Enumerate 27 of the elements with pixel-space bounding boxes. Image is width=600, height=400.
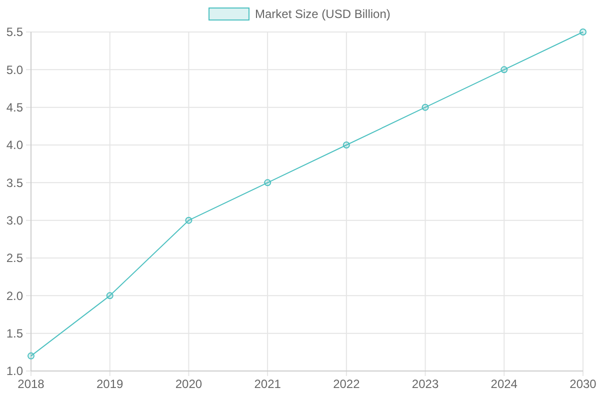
- point: [106, 292, 114, 300]
- point: [422, 104, 429, 111]
- point: [580, 28, 586, 36]
- x-tick-label: 2022: [333, 377, 360, 391]
- point: [185, 216, 192, 224]
- x-tick-label: 2024: [490, 377, 518, 391]
- point: [264, 179, 272, 186]
- x-tick-label: 2021: [254, 377, 282, 391]
- y-tick-label: 4.5: [6, 100, 24, 115]
- point: [342, 142, 350, 148]
- y-tick-label: 2.5: [6, 251, 24, 266]
- y-tick-label: 5.5: [6, 25, 24, 40]
- y-tick-label: 4.0: [6, 138, 24, 152]
- legend-label: Market Size (USD Billion): [255, 7, 390, 22]
- x-tick-label: 2020: [175, 377, 202, 391]
- y-tick-label: 3.5: [6, 176, 24, 190]
- point: [28, 352, 34, 360]
- x-tick-label: 2023: [412, 377, 439, 391]
- y-tick-label: 2.0: [6, 288, 24, 303]
- x-tick-label: 2030: [570, 377, 597, 391]
- point: [500, 66, 508, 74]
- x-tick-label: 2019: [96, 377, 124, 391]
- y-tick-label: 3.0: [6, 214, 24, 228]
- x-tick-label: 2018: [18, 377, 45, 391]
- y-tick-label: 5.0: [6, 62, 24, 77]
- y-tick-label: 1.0: [6, 364, 24, 378]
- y-tick-label: 1.5: [6, 326, 24, 341]
